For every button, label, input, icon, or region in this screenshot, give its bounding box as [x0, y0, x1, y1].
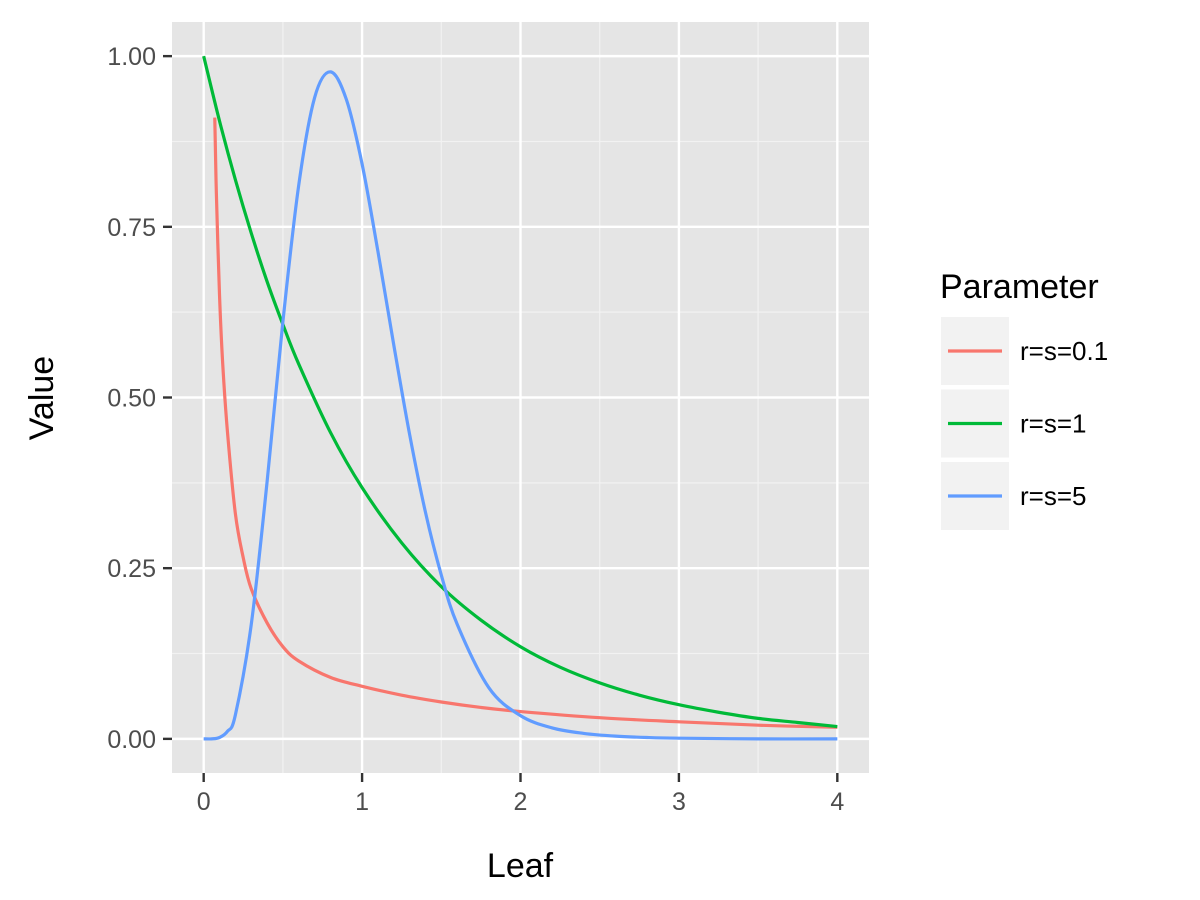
- series-line-1: [213, 117, 838, 729]
- x-axis-title: Leaf: [487, 847, 554, 885]
- y-tick-label: 1.00: [107, 43, 156, 71]
- x-tick-label: 1: [355, 788, 369, 816]
- y-axis-title: Value: [23, 356, 61, 440]
- y-tick-label: 0.50: [107, 385, 156, 413]
- x-tick-label: 2: [514, 788, 528, 816]
- y-tick-label: 0.75: [107, 214, 156, 242]
- y-axis: 0.00 0.25 0.50 0.75 1.00: [107, 43, 172, 754]
- legend-title: Parameter: [940, 268, 1099, 306]
- x-axis: 0 1 2 3 4: [197, 773, 844, 816]
- series-line-2: [202, 55, 838, 729]
- x-tick-label: 3: [672, 788, 686, 816]
- y-tick-label: 0.25: [107, 555, 156, 583]
- legend-label: r=s=5: [1020, 481, 1087, 511]
- y-tick-label: 0.00: [107, 726, 156, 754]
- legend: Parameter r=s=0.1 r=s=1 r=s=5: [940, 268, 1108, 530]
- series-layer: [202, 55, 838, 741]
- series-line-3: [203, 70, 838, 741]
- legend-label: r=s=1: [1020, 409, 1087, 439]
- legend-label: r=s=0.1: [1020, 336, 1108, 366]
- x-tick-label: 0: [197, 788, 211, 816]
- major-grid: [172, 22, 869, 773]
- x-tick-label: 4: [830, 788, 844, 816]
